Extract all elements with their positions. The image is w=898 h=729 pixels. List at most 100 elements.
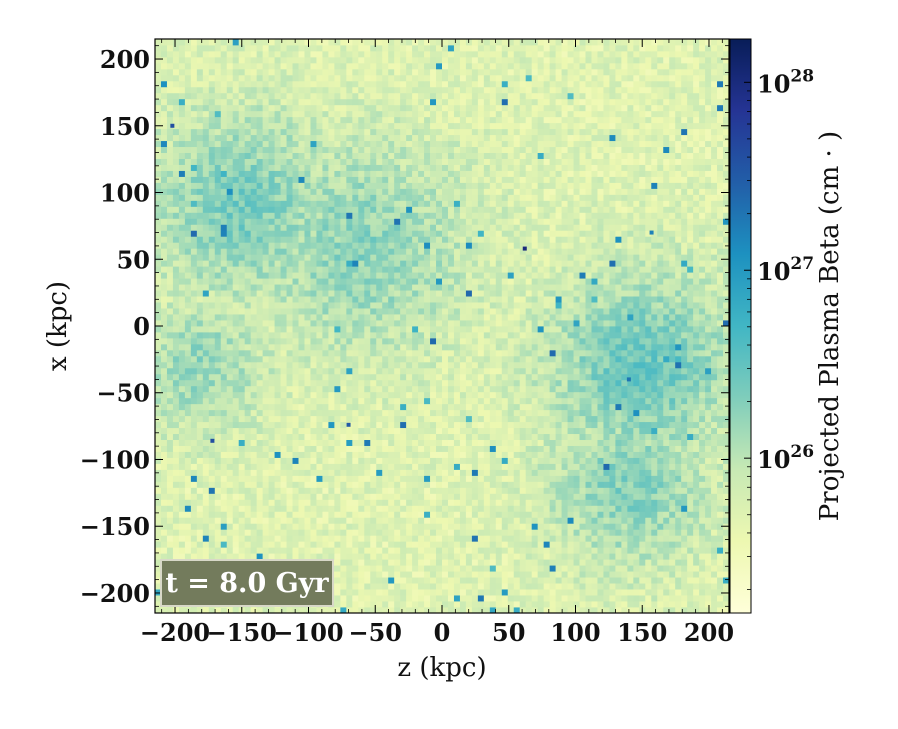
heatmap-cell bbox=[447, 529, 455, 536]
heatmap-cell bbox=[495, 373, 503, 381]
heatmap-cell bbox=[220, 553, 228, 560]
heatmap-cell bbox=[298, 553, 305, 560]
heatmap-cell bbox=[166, 302, 174, 309]
heatmap-cell bbox=[477, 331, 485, 339]
heatmap-cell bbox=[226, 349, 234, 357]
heatmap-cell bbox=[573, 314, 580, 321]
heatmap-cell bbox=[453, 373, 461, 381]
heatmap-cell bbox=[627, 361, 634, 369]
heatmap-cell bbox=[196, 367, 204, 375]
heatmap-cell bbox=[178, 445, 186, 452]
heatmap-cell bbox=[400, 439, 407, 446]
heatmap-cell bbox=[406, 511, 413, 518]
heatmap-cell bbox=[651, 547, 658, 554]
heatmap-cell bbox=[328, 511, 335, 518]
heatmap-cell bbox=[621, 589, 628, 596]
heatmap-cell bbox=[705, 505, 712, 512]
heatmap-cell bbox=[567, 433, 574, 441]
heatmap-cell bbox=[178, 373, 186, 381]
heatmap-cell bbox=[340, 320, 347, 327]
heatmap-cell bbox=[525, 517, 533, 524]
heatmap-cell bbox=[573, 469, 580, 476]
heatmap-cell bbox=[382, 439, 389, 446]
heatmap-cell bbox=[220, 529, 228, 536]
heatmap-cell bbox=[274, 337, 281, 345]
heatmap-cell bbox=[573, 379, 580, 387]
heatmap-cell bbox=[501, 302, 509, 309]
heatmap-cell bbox=[717, 373, 724, 381]
heatmap-cell bbox=[687, 331, 694, 339]
heatmap-cell bbox=[334, 314, 341, 321]
heatmap-cell bbox=[537, 589, 545, 596]
heatmap-cell bbox=[382, 511, 389, 518]
heatmap-cell bbox=[376, 547, 383, 554]
heatmap-cell bbox=[304, 373, 311, 381]
heatmap-cell bbox=[579, 583, 586, 590]
heatmap-cell bbox=[286, 373, 293, 381]
heatmap-cell bbox=[627, 583, 634, 590]
heatmap-cell bbox=[483, 343, 491, 351]
heatmap-cell bbox=[352, 583, 359, 590]
heatmap-cell bbox=[675, 409, 682, 417]
heatmap-cell bbox=[531, 397, 539, 405]
heatmap-cell bbox=[525, 589, 533, 596]
heatmap-cell bbox=[214, 421, 222, 429]
heatmap-cell bbox=[573, 541, 580, 548]
heatmap-cell bbox=[178, 314, 186, 321]
heatmap-cell bbox=[166, 373, 174, 381]
heatmap-cell bbox=[639, 475, 646, 482]
heatmap-cell bbox=[645, 349, 652, 357]
heatmap-cell bbox=[160, 439, 168, 446]
heatmap-cell bbox=[328, 331, 335, 339]
heatmap-cell bbox=[155, 439, 162, 446]
heatmap-cell bbox=[382, 409, 389, 417]
heatmap-cell bbox=[543, 314, 551, 321]
heatmap-cell bbox=[155, 302, 162, 309]
heatmap-cell bbox=[651, 391, 658, 399]
heatmap-cell bbox=[495, 511, 503, 518]
heatmap-cell bbox=[711, 547, 718, 554]
heatmap-cell bbox=[543, 349, 551, 357]
heatmap-cell bbox=[675, 583, 682, 590]
heatmap-cell bbox=[166, 511, 174, 518]
heatmap-cell bbox=[585, 326, 592, 333]
heatmap-cell bbox=[238, 397, 246, 405]
heatmap-cell bbox=[645, 433, 652, 441]
heatmap-cell bbox=[250, 337, 258, 345]
heatmap-cell bbox=[442, 595, 449, 602]
heatmap-cell bbox=[609, 475, 616, 482]
heatmap-cell bbox=[567, 541, 574, 548]
heatmap-cell bbox=[430, 385, 437, 393]
heatmap-cell bbox=[543, 343, 551, 351]
heatmap-cell bbox=[346, 445, 353, 452]
heatmap-cell bbox=[639, 511, 646, 518]
heatmap-cell bbox=[256, 487, 264, 494]
heatmap-cell bbox=[442, 559, 449, 566]
heatmap-cell bbox=[579, 571, 586, 578]
heatmap-cell bbox=[304, 409, 311, 417]
heatmap-cell bbox=[615, 451, 622, 458]
heatmap-cell bbox=[364, 559, 371, 566]
heatmap-cell bbox=[687, 607, 694, 613]
heatmap-cell bbox=[723, 302, 729, 309]
heatmap-cell bbox=[406, 481, 413, 488]
heatmap-cell bbox=[334, 343, 341, 351]
heatmap-cell bbox=[394, 445, 401, 452]
heatmap-cell bbox=[310, 361, 317, 369]
heatmap-cell bbox=[340, 326, 347, 333]
heatmap-cell bbox=[561, 385, 568, 393]
heatmap-cell bbox=[543, 487, 551, 494]
heatmap-cell bbox=[597, 314, 604, 321]
heatmap-cell bbox=[166, 415, 174, 423]
heatmap-cell bbox=[555, 445, 562, 452]
heatmap-cell bbox=[178, 541, 186, 548]
heatmap-cell bbox=[453, 379, 461, 387]
heatmap-cell bbox=[681, 302, 688, 309]
heatmap-cell bbox=[346, 493, 353, 500]
heatmap-cell bbox=[651, 541, 658, 548]
heatmap-cell bbox=[196, 427, 204, 435]
heatmap-cell bbox=[430, 475, 437, 482]
heatmap-cell bbox=[184, 355, 192, 363]
heatmap-cell bbox=[184, 511, 192, 518]
heatmap-cell bbox=[591, 469, 598, 476]
